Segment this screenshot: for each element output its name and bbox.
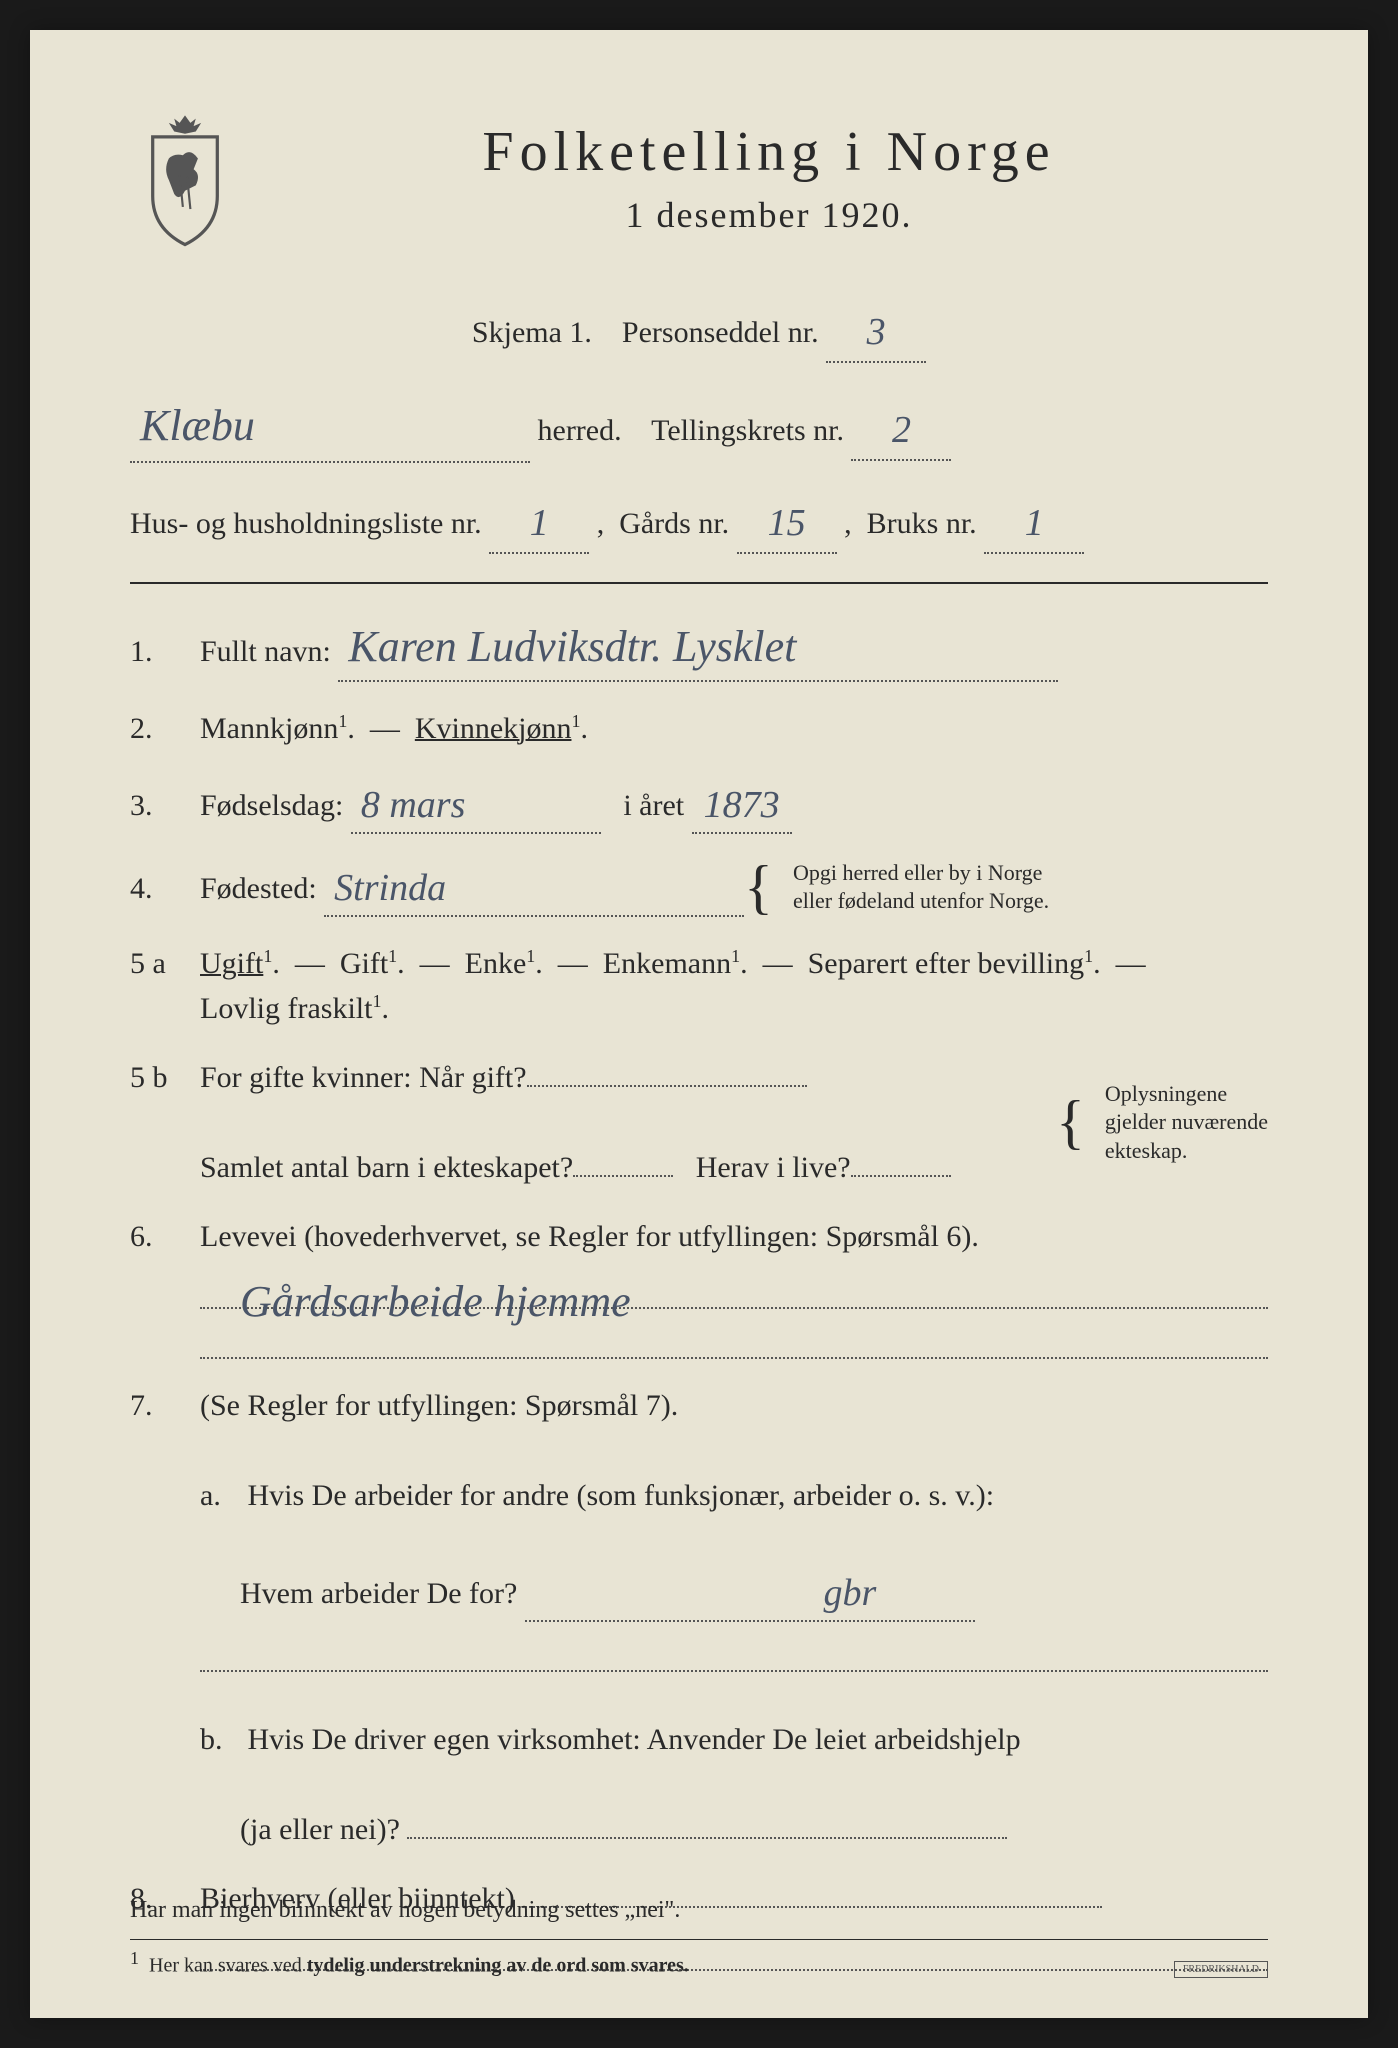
birthyear-field: 1873 xyxy=(692,775,792,834)
q5b-note: Oplysningene gjelder nuværende ekteskap. xyxy=(1105,1080,1268,1166)
norway-coat-of-arms-icon xyxy=(130,110,240,250)
title-block: Folketelling i Norge 1 desember 1920. xyxy=(270,110,1268,236)
birthday-field: 8 mars xyxy=(351,775,601,834)
bruks-field: 1 xyxy=(984,491,1084,554)
marital-selected: Ugift xyxy=(200,947,263,980)
q4-note: Opgi herred eller by i Norge eller fødel… xyxy=(793,859,1049,916)
employer-field: gbr xyxy=(525,1563,975,1622)
name-field: Karen Ludviksdtr. Lysklet xyxy=(338,614,1058,682)
personseddel-nr-field: 3 xyxy=(826,300,926,363)
main-title: Folketelling i Norge xyxy=(270,120,1268,184)
footnote-nei: Har man ingen biinntekt av nogen betydni… xyxy=(130,1897,1268,1924)
husliste-line: Hus- og husholdningsliste nr. 1 , Gårds … xyxy=(130,491,1268,554)
q4-row: 4. Fødested: Strinda { Opgi herred eller… xyxy=(130,858,1268,917)
skjema-line: Skjema 1. Personseddel nr. 3 xyxy=(130,300,1268,363)
q7-row: 7. (Se Regler for utfyllingen: Spørsmål … xyxy=(130,1383,1268,1852)
form-header: Folketelling i Norge 1 desember 1920. xyxy=(130,110,1268,250)
divider-1 xyxy=(130,582,1268,584)
occupation-field: Gårdsarbeide hjemme xyxy=(200,1269,1268,1309)
q6-row: 6. Levevei (hovederhvervet, se Regler fo… xyxy=(130,1214,1268,1359)
husliste-field: 1 xyxy=(489,491,589,554)
q5b-row: 5 b For gifte kvinner: Når gift? Samlet … xyxy=(130,1055,1268,1190)
tellingskrets-field: 2 xyxy=(851,398,951,461)
footnote-instruction: 1 Her kan svares ved tydelig understrekn… xyxy=(130,1939,1268,1978)
q2-row: 2. Mannkjønn1. — Kvinnekjønn1. xyxy=(130,706,1268,751)
gards-field: 15 xyxy=(737,491,837,554)
q5a-row: 5 a Ugift1. — Gift1. — Enke1. — Enkemann… xyxy=(130,941,1268,1031)
herred-field: Klæbu xyxy=(130,391,530,463)
gender-selected: Kvinnekjønn xyxy=(415,712,572,745)
q1-row: 1. Fullt navn: Karen Ludviksdtr. Lysklet xyxy=(130,614,1268,682)
footer-area: Har man ingen biinntekt av nogen betydni… xyxy=(130,1877,1268,1978)
q3-row: 3. Fødselsdag: 8 mars i året 1873 xyxy=(130,775,1268,834)
birthplace-field: Strinda xyxy=(324,858,744,917)
subtitle-date: 1 desember 1920. xyxy=(270,194,1268,236)
printer-mark: FREDRIKSHALD xyxy=(1174,1961,1268,1978)
brace-icon: { xyxy=(1056,1107,1085,1137)
census-form-page: Folketelling i Norge 1 desember 1920. Sk… xyxy=(30,30,1368,2018)
herred-line: Klæbu herred. Tellingskrets nr. 2 xyxy=(130,391,1268,463)
brace-icon: { xyxy=(744,872,773,902)
